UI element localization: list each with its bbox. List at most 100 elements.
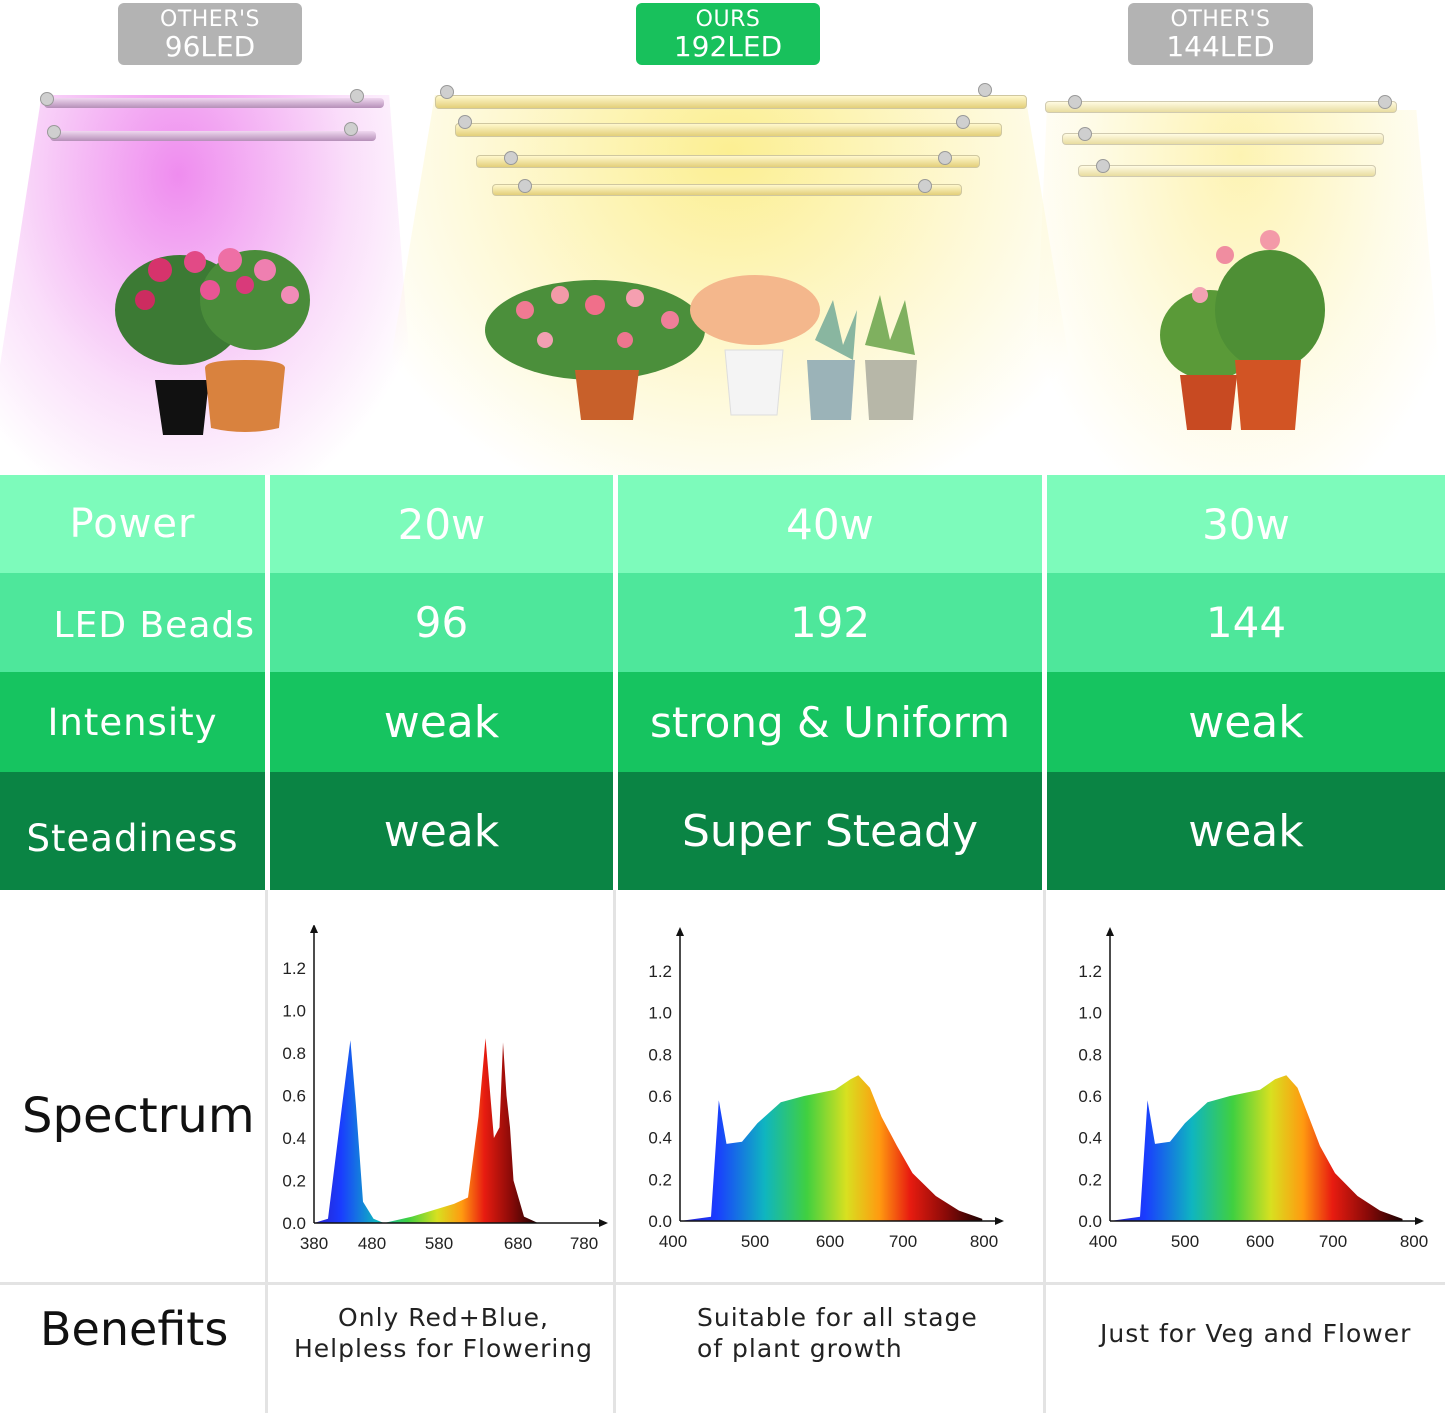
veg-plants-right — [1160, 230, 1325, 430]
spectrum-chart-144led: 0.0 0.2 0.4 0.6 0.8 1.0 1.2 400 500 600 700 800 — [1078, 927, 1428, 1251]
row-label-spectrum: Spectrum — [22, 1088, 255, 1144]
beads-value-192led: 192 — [618, 573, 1042, 672]
badge-line2: 96LED — [164, 30, 256, 63]
row-label-led-beads: LED Beads — [0, 573, 265, 672]
row-divider — [0, 1282, 1445, 1285]
led-strip — [44, 98, 384, 108]
strip-end-cap — [504, 151, 518, 165]
x-tick-label: 500 — [741, 1232, 769, 1251]
y-tick-label: 0.2 — [648, 1170, 672, 1189]
led-strip — [476, 155, 980, 168]
column-divider — [1043, 890, 1046, 1413]
y-tick-label: 0.6 — [1078, 1087, 1102, 1106]
rose-plants-left — [115, 248, 310, 435]
led-strip — [435, 95, 1027, 109]
row-label-steadiness: Steadiness — [0, 772, 265, 890]
benefit-line: Suitable for all stage — [697, 1303, 978, 1332]
badge-line2: 192LED — [673, 30, 783, 63]
column-divider — [265, 890, 268, 1413]
power-value-96led: 20w — [270, 475, 613, 573]
badge-others-96led: OTHER'S 96LED — [118, 3, 302, 65]
spectrum-chart-96led: 0.0 0.2 0.4 0.6 0.8 1.0 1.2 380 480 580 680 780 — [282, 925, 608, 1253]
y-tick-label: 0.6 — [282, 1087, 306, 1106]
strip-end-cap — [1096, 159, 1110, 173]
badge-line1: OURS — [695, 7, 761, 32]
badge-others-144led: OTHER'S 144LED — [1128, 3, 1313, 65]
grow-light-illustration — [0, 65, 1445, 475]
steadiness-value-192led: Super Steady — [618, 772, 1042, 890]
y-tick-label: 1.0 — [282, 1002, 306, 1021]
led-strip — [1078, 165, 1376, 177]
x-axis-arrow — [599, 1219, 608, 1227]
y-tick-label: 0.8 — [648, 1045, 672, 1064]
y-tick-label: 0.0 — [1078, 1212, 1102, 1231]
x-tick-label: 680 — [504, 1234, 532, 1253]
y-tick-label: 0.4 — [1078, 1129, 1102, 1148]
strip-end-cap — [40, 92, 54, 106]
benefit-line: Just for Veg and Flower — [1100, 1319, 1412, 1348]
led-strip — [50, 131, 376, 141]
y-tick-label: 1.2 — [648, 962, 672, 981]
spectrum-area — [1110, 1075, 1403, 1221]
badge-line1: OTHER'S — [1170, 7, 1271, 32]
y-tick-label: 1.0 — [1078, 1004, 1102, 1023]
power-value-192led: 40w — [618, 475, 1042, 573]
steadiness-value-96led: weak — [270, 772, 613, 890]
power-value-144led: 30w — [1047, 475, 1445, 573]
intensity-value-96led: weak — [270, 672, 613, 772]
y-tick-label: 0.8 — [282, 1044, 306, 1063]
badge-ours-192led: OURS 192LED — [636, 3, 820, 65]
beads-value-96led: 96 — [270, 573, 613, 672]
y-axis-arrow — [1106, 927, 1114, 936]
strip-end-cap — [978, 83, 992, 97]
y-axis-arrow — [310, 925, 318, 933]
benefit-144led: Just for Veg and Flower — [1100, 1318, 1411, 1349]
strip-end-cap — [344, 122, 358, 136]
benefit-line: Only Red+Blue, — [338, 1303, 549, 1332]
intensity-value-192led: strong & Uniform — [618, 672, 1042, 772]
y-tick-label: 0.8 — [1078, 1045, 1102, 1064]
flower-pots-center — [485, 275, 917, 420]
x-tick-label: 600 — [816, 1232, 844, 1251]
led-strip — [1045, 101, 1397, 113]
badge-line1: OTHER'S — [160, 7, 260, 32]
strip-end-cap — [1078, 127, 1092, 141]
y-tick-label: 1.2 — [1078, 962, 1102, 981]
row-label-intensity: Intensity — [0, 672, 265, 772]
x-tick-label: 400 — [1089, 1232, 1117, 1251]
led-strip — [1062, 133, 1384, 145]
benefit-192led: Suitable for all stage of plant growth — [697, 1302, 978, 1364]
y-tick-label: 0.2 — [282, 1172, 306, 1191]
x-tick-label: 780 — [570, 1234, 598, 1253]
y-tick-label: 1.0 — [648, 1004, 672, 1023]
y-tick-label: 1.2 — [282, 959, 306, 978]
strip-end-cap — [918, 179, 932, 193]
steadiness-value-144led: weak — [1047, 772, 1445, 890]
strip-end-cap — [518, 179, 532, 193]
x-tick-label: 500 — [1171, 1232, 1199, 1251]
spectrum-area — [680, 1075, 983, 1221]
x-tick-label: 800 — [970, 1232, 998, 1251]
badge-line2: 144LED — [1166, 30, 1275, 63]
x-tick-label: 700 — [1319, 1232, 1347, 1251]
x-tick-label: 400 — [659, 1232, 687, 1251]
x-axis-arrow — [1415, 1217, 1424, 1225]
y-tick-label: 0.0 — [282, 1214, 306, 1233]
y-tick-label: 0.4 — [648, 1129, 672, 1148]
x-tick-label: 380 — [300, 1234, 328, 1253]
spectrum-chart-192led: 0.0 0.2 0.4 0.6 0.8 1.0 1.2 400 500 600 700 800 — [648, 927, 1004, 1251]
row-label-power: Power — [0, 475, 265, 573]
intensity-value-144led: weak — [1047, 672, 1445, 772]
y-tick-label: 0.6 — [648, 1087, 672, 1106]
benefit-line: Helpless for Flowering — [294, 1334, 594, 1363]
strip-end-cap — [956, 115, 970, 129]
x-tick-label: 580 — [425, 1234, 453, 1253]
spectrum-area — [314, 1038, 538, 1223]
x-tick-label: 800 — [1400, 1232, 1428, 1251]
strip-end-cap — [350, 89, 364, 103]
strip-end-cap — [458, 115, 472, 129]
strip-end-cap — [47, 125, 61, 139]
x-axis-arrow — [995, 1217, 1004, 1225]
led-strip — [455, 123, 1002, 137]
beads-value-144led: 144 — [1047, 573, 1445, 672]
